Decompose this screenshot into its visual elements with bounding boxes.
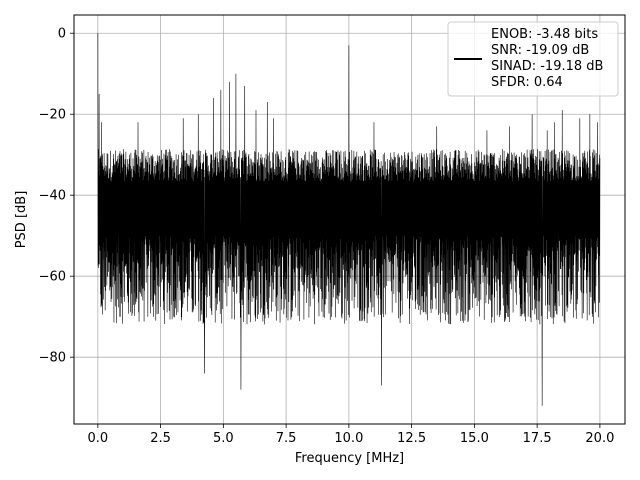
y-axis-label: PSD [dB] bbox=[14, 191, 29, 249]
legend: ENOB: -3.48 bits SNR: -19.09 dB SINAD: -… bbox=[447, 21, 619, 97]
axis-ticks: 0.0 2.5 5.0 7.5 10.0 12.5 15.0 17.5 20.0 0 −20 −40 −… bbox=[39, 27, 615, 446]
legend-line-enob: ENOB: -3.48 bits bbox=[491, 27, 598, 42]
legend-line-sfdr: SFDR: 0.64 bbox=[491, 75, 563, 90]
y-tick-label: −20 bbox=[39, 108, 66, 123]
legend-box bbox=[447, 21, 619, 97]
y-tick-label: 0 bbox=[58, 27, 66, 42]
x-axis-label: Frequency [MHz] bbox=[295, 451, 404, 466]
psd-line bbox=[97, 33, 601, 406]
x-tick-label: 0.0 bbox=[88, 431, 109, 446]
y-tick-label: −60 bbox=[39, 270, 66, 285]
x-tick-label: 12.5 bbox=[397, 431, 426, 446]
plot-frame bbox=[73, 14, 626, 425]
x-tick-label: 2.5 bbox=[150, 431, 171, 446]
x-tick-label: 7.5 bbox=[276, 431, 297, 446]
y-tick-label: −40 bbox=[39, 189, 66, 204]
x-tick-label: 5.0 bbox=[213, 431, 234, 446]
y-tick-label: −80 bbox=[39, 351, 66, 366]
legend-line-snr: SNR: -19.09 dB bbox=[491, 43, 589, 58]
x-tick-label: 20.0 bbox=[585, 431, 614, 446]
psd-series bbox=[97, 33, 601, 406]
x-tick-label: 17.5 bbox=[523, 431, 552, 446]
legend-line-sinad: SINAD: -19.18 dB bbox=[491, 59, 603, 74]
x-tick-label: 10.0 bbox=[334, 431, 363, 446]
x-tick-label: 15.0 bbox=[460, 431, 489, 446]
